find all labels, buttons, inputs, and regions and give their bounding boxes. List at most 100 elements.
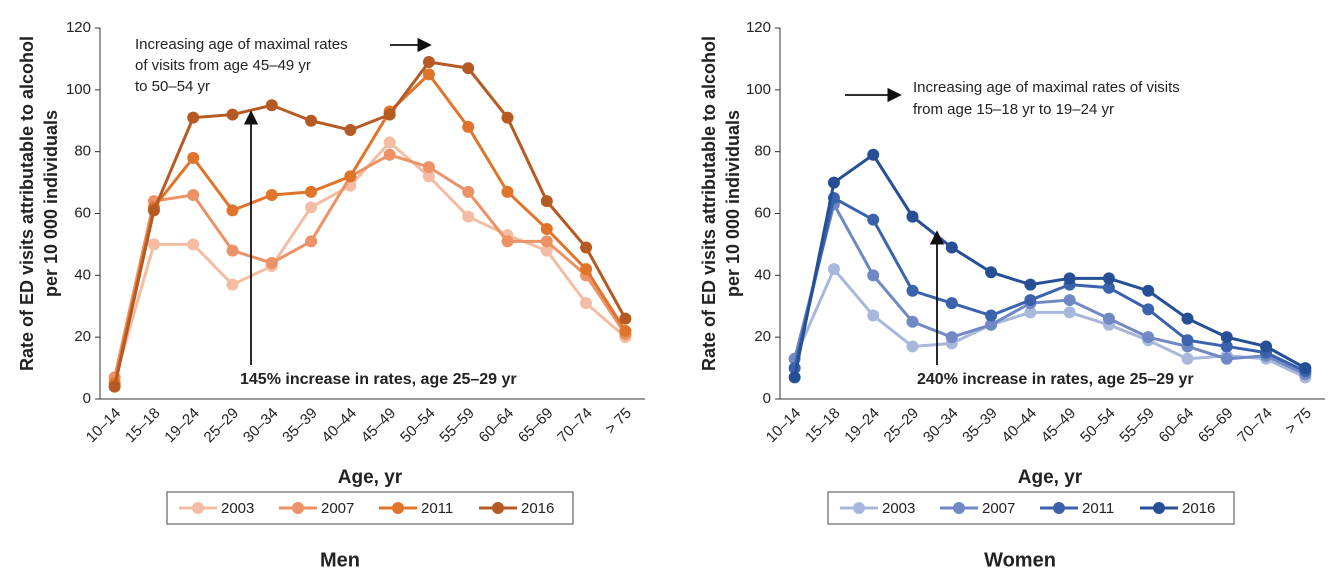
x-tick-label: 45–49: [1038, 405, 1080, 447]
data-point: [265, 99, 278, 112]
data-point: [1142, 331, 1155, 344]
series-line: [113, 72, 627, 384]
data-point: [305, 185, 318, 198]
x-tick-label: 40–44: [998, 405, 1040, 447]
x-tick-label: 35–39: [279, 405, 321, 447]
data-point: [422, 170, 435, 183]
data-point: [945, 241, 958, 254]
data-point: [580, 263, 593, 276]
legend-marker: [392, 502, 404, 514]
x-tick-label: 70–74: [1234, 405, 1276, 447]
data-point: [1142, 303, 1155, 316]
x-axis-label: Age, yr: [1018, 467, 1083, 488]
panel-title: Women: [984, 549, 1056, 571]
data-point: [383, 108, 396, 121]
data-point: [147, 238, 160, 251]
data-point: [383, 148, 396, 161]
x-tick-label: 19–24: [161, 405, 203, 447]
data-point: [305, 114, 318, 127]
x-tick-label: 40–44: [318, 405, 360, 447]
data-point: [501, 235, 514, 248]
data-point: [305, 235, 318, 248]
legend-label: 2003: [221, 500, 254, 517]
data-point: [305, 201, 318, 214]
data-point: [540, 244, 553, 257]
data-point: [108, 380, 121, 393]
y-axis-label: Rate of ED visits attributable to alcoho…: [17, 36, 37, 371]
data-point: [1063, 272, 1076, 285]
data-point: [540, 195, 553, 208]
data-point: [1102, 281, 1115, 294]
legend-label: 2011: [421, 500, 453, 517]
legend-label: 2016: [1182, 500, 1215, 517]
x-tick-label: 50–54: [397, 405, 439, 447]
data-point: [827, 176, 840, 189]
data-point: [540, 235, 553, 248]
data-point: [580, 297, 593, 310]
data-point: [344, 124, 357, 137]
x-tick-label: 65–69: [1195, 405, 1237, 447]
legend-marker: [953, 502, 965, 514]
annotation: 240% increase in rates, age 25–29 yr: [917, 371, 1194, 388]
legend-box: [827, 491, 1235, 525]
data-point: [1220, 352, 1233, 365]
x-tick-label: 15–18: [122, 405, 164, 447]
data-point: [985, 318, 998, 331]
data-point: [462, 62, 475, 75]
y-tick-label: 100: [66, 81, 91, 98]
data-point: [383, 136, 396, 149]
y-axis-label: per 10 000 individuals: [723, 110, 743, 297]
data-point: [945, 331, 958, 344]
series-line: [793, 152, 1307, 378]
series-line: [113, 60, 627, 387]
legend-label: 2011: [1082, 500, 1114, 517]
legend-marker: [192, 502, 204, 514]
x-tick-label: 35–39: [959, 405, 1001, 447]
annotation: Increasing age of maximal rates of visit…: [913, 79, 1180, 96]
x-tick-label: 55–59: [1116, 405, 1158, 447]
annotation: from age 15–18 yr to 19–24 yr: [913, 101, 1114, 118]
legend-marker: [492, 502, 504, 514]
x-tick-label: 25–29: [201, 405, 243, 447]
data-point: [985, 266, 998, 279]
x-tick-label: 10–14: [763, 405, 805, 447]
x-tick-label: 30–34: [240, 405, 282, 447]
data-point: [1102, 312, 1115, 325]
series-line: [793, 195, 1306, 373]
data-point: [1063, 294, 1076, 307]
data-point: [1181, 334, 1194, 347]
data-point: [422, 68, 435, 81]
series-line: [793, 200, 1306, 376]
data-point: [422, 56, 435, 69]
y-tick-label: 0: [763, 390, 771, 407]
data-point: [906, 284, 919, 297]
y-tick-label: 0: [83, 390, 91, 407]
x-tick-label: 19–24: [841, 405, 883, 447]
data-point: [1024, 278, 1037, 291]
y-tick-label: 20: [74, 328, 91, 345]
y-tick-label: 40: [74, 266, 91, 283]
data-point: [788, 371, 801, 384]
data-point: [226, 204, 239, 217]
y-axis-label: per 10 000 individuals: [41, 110, 61, 297]
data-point: [501, 111, 514, 124]
annotation: Increasing age of maximal rates: [135, 36, 348, 53]
y-tick-label: 100: [746, 81, 771, 98]
y-axis-label: Rate of ED visits attributable to alcoho…: [699, 36, 719, 371]
data-point: [945, 297, 958, 310]
legend: 2003 2007 2011 2016: [827, 491, 1235, 525]
legend-label: 2007: [321, 500, 354, 517]
annotation: 145% increase in rates, age 25–29 yr: [240, 371, 517, 388]
legend-label: 2003: [882, 500, 915, 517]
y-tick-label: 60: [74, 204, 91, 221]
data-point: [462, 185, 475, 198]
x-tick-label: 65–69: [515, 405, 557, 447]
data-point: [265, 256, 278, 269]
data-point: [226, 278, 239, 291]
y-tick-label: 80: [754, 143, 771, 160]
y-tick-label: 40: [754, 266, 771, 283]
legend: 2003 2007 2011 2016: [166, 491, 574, 525]
data-point: [187, 111, 200, 124]
x-tick-label: 10–14: [83, 405, 125, 447]
